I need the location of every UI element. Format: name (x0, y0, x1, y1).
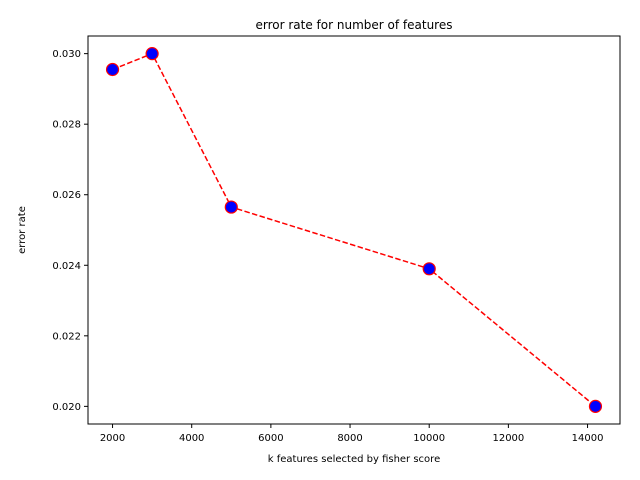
y-axis: 0.020 0.022 0.024 0.026 0.028 0.030 (52, 49, 88, 413)
x-tick-label: 10000 (413, 433, 445, 444)
data-point (105, 62, 120, 77)
y-tick-label: 0.024 (52, 261, 81, 272)
y-tick-label: 0.026 (52, 190, 81, 201)
y-tick-label: 0.030 (52, 49, 81, 60)
plot-area (105, 47, 603, 413)
x-tick-label: 6000 (258, 433, 283, 444)
x-tick-label: 2000 (100, 433, 125, 444)
data-point (588, 399, 603, 413)
axes-frame (87, 35, 621, 425)
y-tick-label: 0.028 (52, 120, 81, 131)
x-tick-label: 8000 (337, 433, 362, 444)
x-tick-label: 4000 (179, 433, 204, 444)
series-line (112, 52, 596, 407)
x-tick-label: 12000 (492, 433, 524, 444)
y-tick-label: 0.022 (52, 331, 81, 342)
data-point (145, 47, 159, 61)
x-tick-label: 14000 (572, 433, 604, 444)
x-axis-label: k features selected by fisher score (268, 454, 440, 465)
data-point (224, 200, 238, 214)
y-axis-label: error rate (17, 206, 28, 254)
y-tick-label: 0.020 (52, 402, 81, 413)
x-axis: 2000 4000 6000 8000 10000 12000 14000 (100, 424, 604, 444)
data-point (422, 262, 436, 276)
chart-title: error rate for number of features (256, 18, 453, 32)
